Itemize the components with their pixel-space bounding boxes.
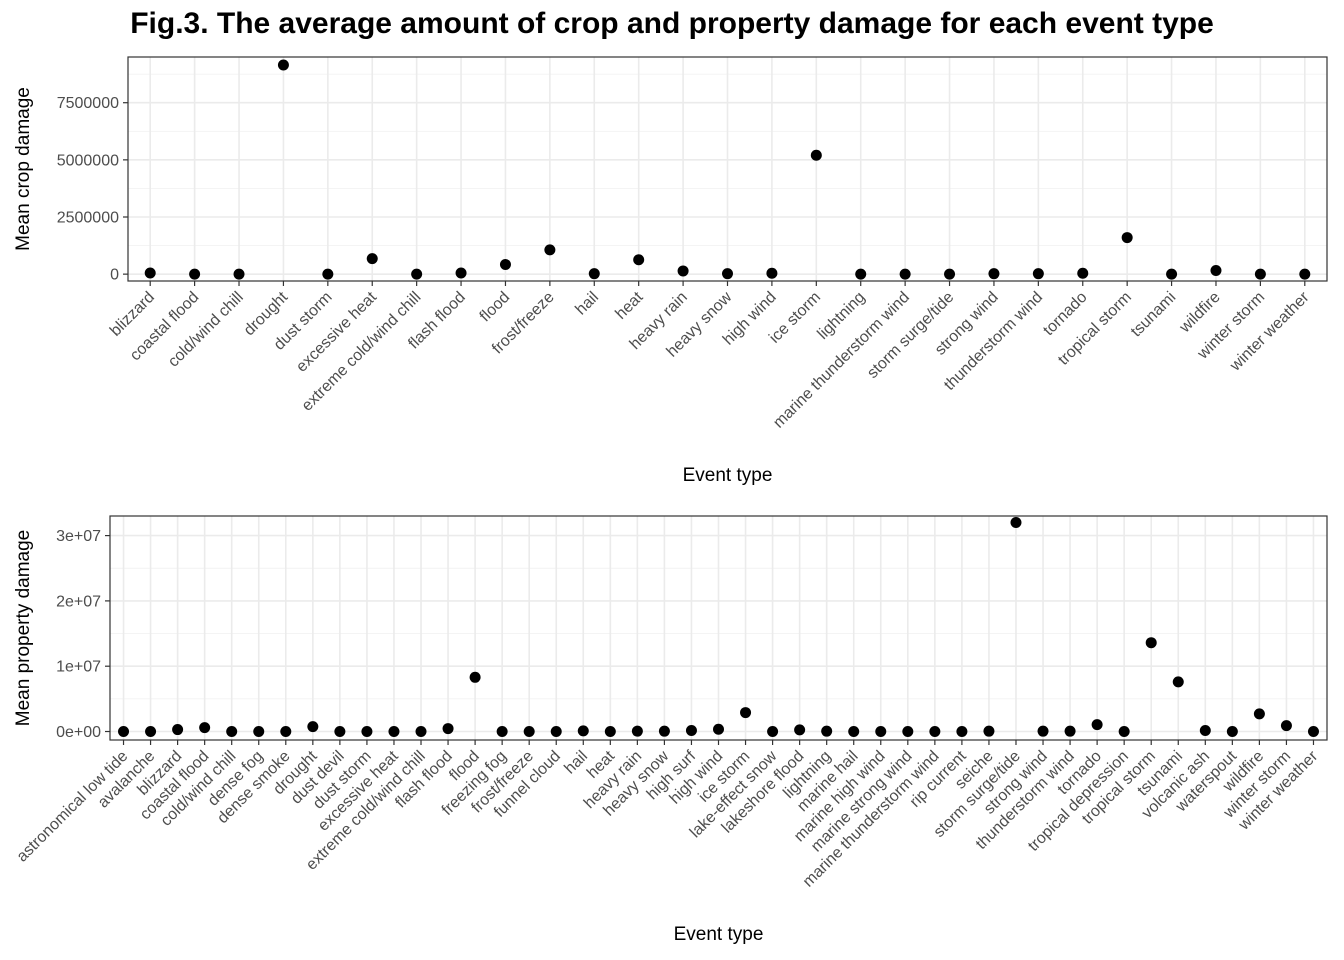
data-point — [550, 726, 562, 738]
data-point — [442, 723, 454, 735]
y-axis-title: Mean crop damage — [13, 87, 34, 251]
data-point — [322, 268, 334, 280]
x-axis-title: Event type — [683, 465, 773, 486]
data-point — [810, 149, 822, 161]
data-point — [588, 268, 600, 280]
data-point — [902, 726, 914, 738]
data-point — [1118, 726, 1130, 738]
data-point — [1254, 268, 1266, 280]
data-point — [415, 726, 427, 738]
data-point — [722, 268, 733, 280]
data-point — [1226, 726, 1238, 738]
data-point — [848, 726, 860, 738]
data-point — [1253, 708, 1265, 720]
data-point — [631, 725, 643, 737]
data-point — [633, 254, 645, 266]
data-point — [277, 59, 289, 71]
x-tick-label: winter weather — [1226, 288, 1313, 375]
data-point — [929, 726, 941, 738]
y-tick-label: 3e+07 — [56, 528, 101, 545]
data-point — [499, 259, 511, 271]
data-point — [1037, 725, 1049, 737]
x-tick-label: excessive heat — [293, 288, 380, 375]
y-tick-label: 2e+07 — [56, 593, 101, 610]
y-tick-label: 1e+07 — [56, 659, 101, 676]
data-point — [875, 726, 887, 738]
data-point — [1199, 725, 1211, 737]
data-point — [767, 726, 779, 738]
data-point — [544, 244, 556, 256]
data-point — [1091, 719, 1103, 731]
data-point — [118, 726, 130, 738]
data-point — [1172, 676, 1184, 688]
data-point — [1299, 268, 1311, 280]
data-point — [280, 726, 292, 738]
figure-title: Fig.3. The average amount of crop and pr… — [130, 7, 1214, 40]
data-point — [1145, 637, 1157, 649]
data-point — [1064, 725, 1076, 737]
data-point — [523, 726, 535, 738]
data-point — [1166, 268, 1178, 280]
data-point — [253, 726, 265, 738]
data-point — [794, 724, 806, 736]
x-axis-title: Event type — [674, 924, 764, 945]
data-point — [944, 268, 956, 280]
data-point — [1210, 264, 1222, 276]
y-axis-title: Mean property damage — [13, 530, 34, 726]
data-point — [604, 726, 616, 738]
y-tick-label: 5000000 — [57, 152, 119, 169]
data-point — [983, 725, 995, 737]
data-point — [189, 268, 201, 280]
data-point — [307, 721, 319, 733]
x-tick-label: astronomical low tide — [14, 748, 132, 866]
data-point — [361, 726, 373, 738]
data-point — [577, 725, 589, 737]
property-damage-chart: 0e+00 1e+07 2e+07 3e+07 astronomical low tid… — [13, 515, 1328, 945]
data-point — [388, 726, 400, 738]
data-point — [766, 267, 778, 279]
data-point — [1121, 232, 1133, 244]
data-point — [677, 265, 689, 277]
data-point — [144, 267, 156, 279]
data-point — [366, 253, 378, 265]
data-point — [199, 722, 211, 734]
data-point — [1307, 726, 1319, 738]
data-point — [956, 726, 968, 738]
x-tick-label: hail — [572, 289, 602, 319]
data-point — [821, 725, 833, 737]
y-tick-label: 2500000 — [57, 210, 119, 227]
x-tick-label: tsunami — [1128, 289, 1180, 341]
data-point — [1010, 517, 1022, 529]
data-point — [713, 723, 724, 735]
data-point — [455, 267, 467, 279]
data-point — [334, 726, 346, 738]
data-point — [988, 268, 1000, 280]
data-point — [740, 707, 752, 719]
x-tick-label: flood — [477, 289, 514, 326]
data-point — [1077, 267, 1089, 279]
data-point — [658, 725, 670, 737]
x-tick-label: heat — [612, 288, 646, 322]
y-tick-label: 0e+00 — [56, 724, 101, 741]
data-point — [496, 726, 508, 738]
data-point — [226, 726, 238, 738]
data-point — [145, 726, 157, 738]
data-point — [1032, 268, 1044, 280]
y-tick-label: 7500000 — [57, 95, 119, 112]
data-point — [233, 268, 245, 280]
data-point — [469, 671, 481, 683]
data-point — [855, 268, 867, 280]
data-point — [685, 725, 697, 737]
data-point — [172, 724, 184, 736]
data-point — [1280, 720, 1292, 732]
data-point — [411, 268, 423, 280]
y-tick-label: 0 — [110, 267, 119, 284]
data-point — [899, 268, 911, 280]
